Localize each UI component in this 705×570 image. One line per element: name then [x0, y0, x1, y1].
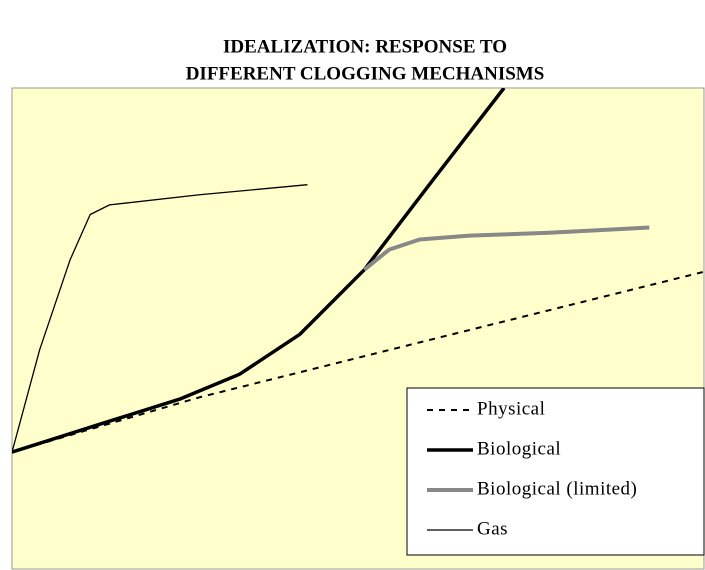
chart-title: IDEALIZATION: RESPONSE TO — [223, 36, 507, 57]
series-line — [12, 184, 308, 453]
legend-label: Biological (limited) — [477, 478, 637, 499]
legend-label: Gas — [477, 518, 508, 539]
series-line — [12, 270, 704, 454]
legend: Physical Biological Biological (limited) Ga… — [406, 387, 705, 556]
legend-box — [406, 387, 705, 556]
series-line — [12, 88, 506, 454]
legend-label: Physical — [477, 398, 545, 419]
series-line — [362, 225, 650, 272]
chart-title: DIFFERENT CLOGGING MECHANISMS — [186, 63, 545, 84]
legend-label: Biological — [477, 438, 561, 459]
